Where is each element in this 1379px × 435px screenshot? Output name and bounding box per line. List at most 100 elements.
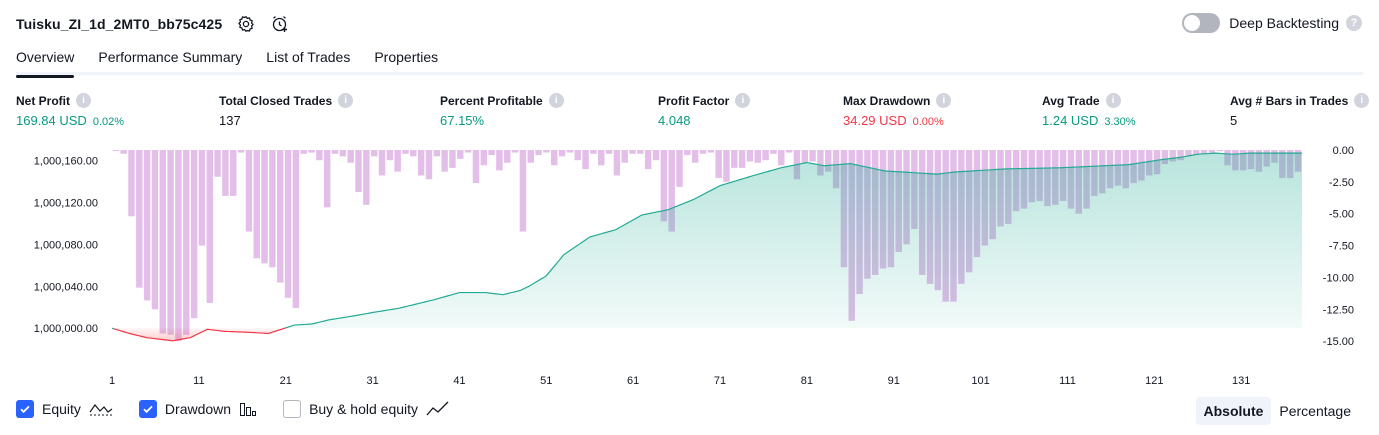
drawdown-bar bbox=[112, 150, 120, 151]
help-icon[interactable]: ? bbox=[1346, 15, 1362, 31]
percentage-button[interactable]: Percentage bbox=[1279, 403, 1351, 419]
drawdown-bar bbox=[480, 150, 487, 166]
drawdown-bar bbox=[363, 150, 370, 205]
info-icon[interactable]: i bbox=[1354, 93, 1370, 108]
info-icon[interactable]: i bbox=[1105, 93, 1121, 108]
drawdown-bar bbox=[558, 150, 566, 157]
drawdown-bar bbox=[370, 150, 378, 157]
drawdown-bar bbox=[1169, 150, 1176, 162]
drawdown-bar bbox=[457, 150, 464, 159]
view-mode-switch: Absolute Percentage bbox=[1195, 397, 1360, 425]
info-icon[interactable]: i bbox=[735, 93, 751, 108]
equity-negative-area bbox=[112, 328, 1302, 341]
metric-value: 4.048 bbox=[658, 113, 691, 128]
equity-line bbox=[113, 327, 286, 342]
drawdown-bar bbox=[269, 150, 276, 268]
drawdown-bar bbox=[253, 150, 260, 259]
absolute-button[interactable]: Absolute bbox=[1195, 397, 1272, 425]
drawdown-bar bbox=[1200, 150, 1208, 154]
drawdown-bar bbox=[590, 150, 597, 154]
drawdown-bar bbox=[284, 150, 292, 298]
checkbox-checked-icon[interactable] bbox=[138, 400, 157, 418]
drawdown-bar bbox=[159, 150, 166, 334]
equity-tick-label: 1,000,000.00 bbox=[34, 323, 98, 335]
drawdown-bar bbox=[316, 150, 323, 161]
metric-value: 5 bbox=[1230, 113, 1238, 128]
drawdown-bar bbox=[245, 150, 253, 232]
info-icon[interactable]: i bbox=[76, 93, 91, 108]
drawdown-checkbox[interactable]: Drawdown bbox=[138, 400, 257, 418]
drawdown-bar bbox=[300, 150, 307, 154]
metric-avg-bars-in-trades: Avg # Bars in Trades i 5 bbox=[1230, 93, 1370, 128]
deep-backtesting: Deep Backtesting ? bbox=[1182, 13, 1362, 33]
drawdown-bar bbox=[605, 150, 613, 154]
metric-label: Avg Trade bbox=[1042, 93, 1100, 108]
drawdown-bar bbox=[699, 150, 707, 154]
drawdown-bar bbox=[425, 150, 433, 180]
settings-icon[interactable] bbox=[236, 14, 256, 34]
info-icon[interactable]: i bbox=[936, 93, 952, 108]
drawdown-bar bbox=[691, 150, 699, 163]
metric-profit-factor: Profit Factor i 4.048 bbox=[658, 93, 751, 128]
equity-axis: 1,000,000.00 1,000,040.00 1,000,080.00 1,00… bbox=[34, 155, 98, 335]
drawdown-bar bbox=[1192, 150, 1200, 156]
checkbox-checked-icon[interactable] bbox=[16, 400, 34, 418]
drawdown-bar bbox=[597, 150, 605, 166]
drawdown-bar bbox=[723, 150, 730, 182]
drawdown-bar bbox=[519, 150, 527, 232]
drawdown-bar bbox=[1185, 150, 1192, 157]
info-icon[interactable]: i bbox=[548, 93, 564, 108]
metric-value: 1.24 USD bbox=[1042, 113, 1099, 128]
tab-overview[interactable]: Overview bbox=[16, 47, 75, 78]
drawdown-bar bbox=[543, 150, 550, 153]
checkbox-unchecked-icon[interactable] bbox=[283, 400, 302, 418]
strategy-name: Tuisku_ZI_1d_2MT0_bb75c425 bbox=[16, 16, 223, 32]
equity-label: Equity bbox=[42, 401, 81, 417]
deep-backtesting-toggle[interactable] bbox=[1182, 13, 1221, 33]
trade-tick-label: 121 bbox=[1145, 375, 1163, 387]
drawdown-bar bbox=[378, 150, 386, 176]
drawdown-bar bbox=[237, 150, 245, 153]
metric-value: 169.84 USD bbox=[16, 113, 87, 128]
trade-tick-label: 131 bbox=[1232, 375, 1250, 387]
drawdown-bar bbox=[394, 150, 401, 172]
metric-percent: 0.02% bbox=[92, 116, 125, 128]
drawdown-bar bbox=[472, 150, 480, 184]
drawdown-bar bbox=[183, 150, 190, 335]
equity-checkbox[interactable]: Equity bbox=[16, 400, 113, 418]
add-alert-icon[interactable] bbox=[270, 14, 290, 34]
drawdown-bar bbox=[582, 150, 589, 170]
tab-performance-summary[interactable]: Performance Summary bbox=[98, 49, 243, 65]
tab-list-of-trades[interactable]: List of Trades bbox=[266, 49, 351, 65]
drawdown-bar bbox=[496, 150, 503, 171]
buy-hold-equity-checkbox[interactable]: Buy & hold equity bbox=[283, 400, 450, 418]
drawdown-bar bbox=[746, 150, 754, 162]
drawdown-bar bbox=[331, 150, 339, 154]
drawdown-bar bbox=[817, 150, 824, 176]
drawdown-bar bbox=[629, 150, 636, 154]
drawdown-bar bbox=[410, 150, 417, 157]
info-icon[interactable]: i bbox=[338, 93, 354, 108]
drawdown-bar bbox=[770, 150, 777, 154]
drawdown-bar bbox=[660, 150, 668, 222]
drawdown-bar bbox=[488, 150, 495, 156]
tab-properties[interactable]: Properties bbox=[374, 49, 439, 65]
deep-backtesting-label: Deep Backtesting bbox=[1229, 15, 1339, 31]
metric-value: 34.29 USD bbox=[843, 113, 907, 128]
drawdown-bar bbox=[214, 150, 221, 177]
metric-value: 137 bbox=[219, 113, 241, 128]
drawdown-bar bbox=[151, 150, 159, 310]
drawdown-bar bbox=[809, 150, 816, 162]
drawdown-bar bbox=[136, 150, 143, 288]
metric-label: Profit Factor bbox=[658, 93, 730, 108]
drawdown-bar bbox=[684, 150, 691, 156]
drawdown-bar bbox=[535, 150, 542, 156]
drawdown-bar bbox=[230, 150, 237, 196]
drawdown-bar bbox=[1177, 150, 1184, 161]
drawdown-tick-label: -5.00 bbox=[1329, 209, 1354, 221]
metric-avg-trade: Avg Trade i 1.24 USD 3.30% bbox=[1042, 93, 1136, 128]
trade-tick-label: 41 bbox=[453, 375, 465, 387]
drawdown-bar bbox=[668, 150, 675, 232]
drawdown-label: Drawdown bbox=[164, 401, 232, 417]
drawdown-bar bbox=[222, 150, 229, 196]
